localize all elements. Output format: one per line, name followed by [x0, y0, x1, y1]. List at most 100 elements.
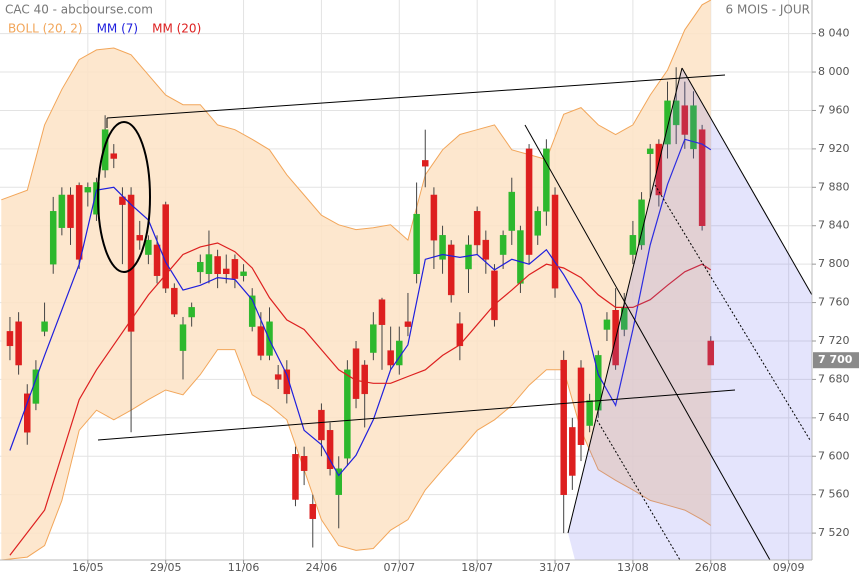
- band-fill: [1, 0, 711, 560]
- candle-body: [456, 323, 464, 347]
- candle-body: [707, 340, 715, 366]
- pitchfork-line: [567, 67, 683, 534]
- axis-labels: 7 520 7 560 7 600 7 640 7 680 7 720 7 760 7 800…: [72, 27, 859, 574]
- legend-entry: MM (7): [97, 22, 139, 36]
- candle-body: [231, 259, 239, 279]
- candle-body: [560, 359, 567, 495]
- candle-body: [396, 340, 403, 366]
- candle-body: [672, 100, 680, 126]
- candle-body: [646, 148, 654, 154]
- candle-body: [110, 153, 118, 159]
- candle-body: [309, 504, 317, 519]
- legend: BOLL (20, 2) MM (7) MM (20): [8, 22, 201, 36]
- bollinger: [1, 0, 712, 561]
- pitchfork-line: [681, 67, 813, 296]
- candle-body: [24, 393, 31, 433]
- x-tick-label: 26/08: [695, 561, 727, 574]
- moving-averages: [9, 138, 712, 556]
- candle-body: [482, 239, 490, 260]
- candle-body: [145, 239, 152, 255]
- candle-body: [344, 369, 351, 459]
- candle-body: [629, 235, 637, 255]
- candle-body: [491, 270, 498, 321]
- candle-body: [84, 187, 92, 193]
- x-tick-label: 09/09: [773, 561, 805, 574]
- ma-line: [9, 242, 712, 556]
- candle-body: [430, 194, 438, 241]
- candle-body: [525, 148, 533, 255]
- candle-body: [690, 105, 697, 150]
- candle-body: [335, 468, 342, 495]
- candle-body: [577, 367, 585, 445]
- x-tick-label: 11/06: [228, 561, 260, 574]
- x-tick-label: 18/07: [461, 561, 493, 574]
- candle-body: [223, 268, 230, 275]
- y-tick-label: 7 840: [818, 219, 850, 232]
- candle-body: [240, 271, 247, 276]
- candle-body: [517, 230, 524, 284]
- last-price-badge: [813, 352, 859, 369]
- candle-body: [49, 211, 57, 265]
- y-tick-label: 7 960: [818, 103, 850, 116]
- candle-body: [101, 129, 109, 171]
- candle-body: [698, 129, 706, 226]
- candle-body: [15, 321, 22, 366]
- ma-line: [9, 138, 712, 477]
- candle-body: [655, 143, 663, 196]
- trend-line: [97, 389, 736, 441]
- last-price-label: 7 700: [818, 353, 853, 366]
- candle-body: [188, 307, 195, 318]
- y-tick-label: 7 680: [818, 372, 850, 385]
- candle-body: [300, 456, 308, 471]
- candle-body: [318, 409, 325, 441]
- x-tick-label: 29/05: [150, 561, 182, 574]
- candle-body: [413, 213, 420, 275]
- candle-body: [569, 427, 576, 476]
- candle-body: [292, 454, 299, 500]
- candle-body: [119, 196, 126, 205]
- candle-body: [205, 254, 213, 275]
- drawings: [97, 67, 813, 561]
- ellipse: [97, 121, 151, 273]
- pitchfork-median: [654, 184, 811, 441]
- candle-body: [257, 326, 265, 356]
- candle-body: [274, 374, 282, 380]
- candle-body: [41, 321, 48, 332]
- trend-line: [106, 74, 726, 119]
- candle-body: [171, 287, 178, 315]
- legend-entry: MM (20): [152, 22, 201, 36]
- candle-body: [586, 400, 593, 426]
- candle-body: [127, 194, 135, 332]
- candles: [6, 67, 715, 548]
- candle-body: [326, 430, 334, 469]
- candle-body: [473, 211, 481, 246]
- legend-entry: BOLL (20, 2): [8, 22, 83, 36]
- candle-body: [551, 194, 559, 289]
- x-tick-label: 07/07: [383, 561, 415, 574]
- candle-body: [352, 348, 360, 399]
- candle-body: [387, 350, 394, 366]
- y-tick-label: 7 800: [818, 257, 850, 270]
- candle-body: [447, 244, 455, 296]
- candle-body: [136, 235, 143, 241]
- candle-body: [67, 194, 74, 228]
- candle-body: [378, 299, 386, 325]
- candle-body: [508, 191, 516, 231]
- candle-body: [404, 321, 412, 327]
- candle-body: [179, 324, 187, 351]
- x-tick-label: 31/07: [539, 561, 571, 574]
- candle-body: [214, 256, 221, 275]
- candle-body: [681, 105, 689, 135]
- candle-body: [93, 182, 100, 215]
- y-tick-label: 7 920: [818, 142, 850, 155]
- candle-body: [361, 364, 368, 395]
- y-tick-label: 7 600: [818, 449, 850, 462]
- candle-body: [162, 204, 169, 289]
- candle-body: [543, 148, 550, 212]
- candle-body: [248, 295, 256, 327]
- candle-body: [58, 194, 66, 228]
- x-tick-label: 13/08: [617, 561, 649, 574]
- y-tick-label: 7 560: [818, 488, 850, 501]
- x-tick-label: 24/06: [306, 561, 338, 574]
